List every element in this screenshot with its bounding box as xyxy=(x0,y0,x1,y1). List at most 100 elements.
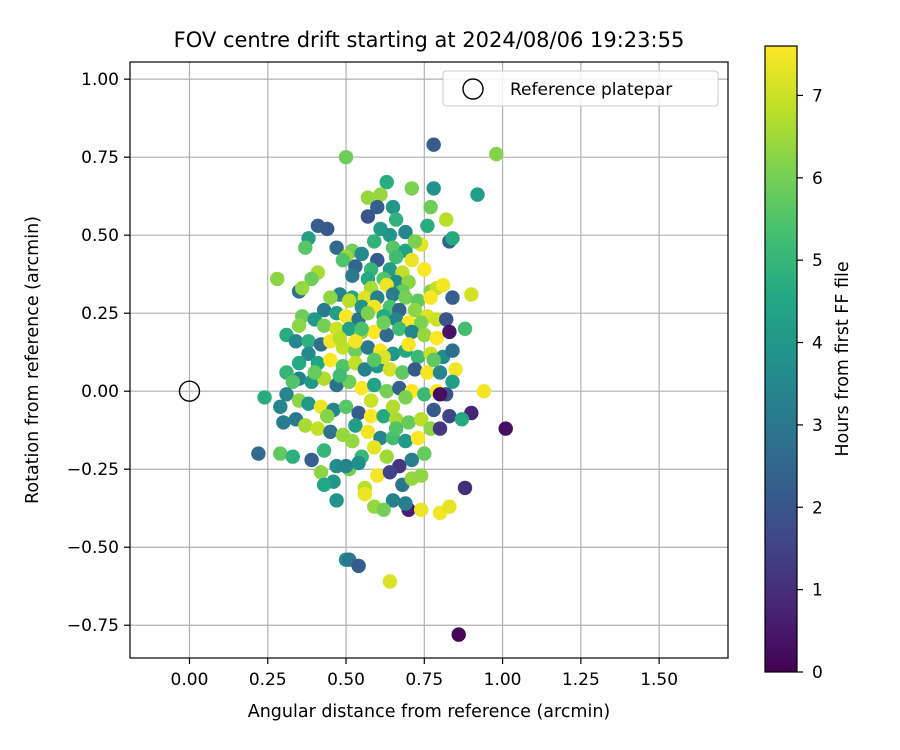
x-tick-label: 0.75 xyxy=(405,670,443,690)
x-tick-label: 1.50 xyxy=(640,670,678,690)
colorbar-label: Hours from first FF file xyxy=(833,261,853,456)
data-point xyxy=(414,502,429,517)
data-point xyxy=(442,324,457,340)
data-point xyxy=(298,240,313,255)
data-point xyxy=(401,337,416,352)
data-point xyxy=(423,290,438,305)
x-tick-label: 1.25 xyxy=(562,670,600,690)
data-point xyxy=(410,349,426,365)
data-point xyxy=(316,302,332,318)
data-point xyxy=(420,365,435,380)
data-point xyxy=(276,415,291,430)
x-tick-label: 0.00 xyxy=(171,670,209,690)
y-axis: −0.75 −0.50 −0.25 0.00 0.25 0.50 0.75 1.00 xyxy=(67,70,130,636)
data-point xyxy=(448,362,463,377)
data-point xyxy=(257,390,272,405)
y-tick-label: −0.25 xyxy=(67,460,119,480)
data-point xyxy=(385,287,401,302)
data-point xyxy=(323,290,338,305)
data-point xyxy=(398,290,413,305)
data-point xyxy=(451,627,466,642)
data-point xyxy=(417,387,432,402)
grid-lines xyxy=(130,62,728,658)
data-point xyxy=(407,302,423,318)
data-point xyxy=(367,377,382,393)
data-point xyxy=(442,409,457,424)
data-point xyxy=(388,421,404,436)
data-point xyxy=(295,281,310,296)
y-tick-label: 0.50 xyxy=(81,226,119,246)
data-point xyxy=(426,181,441,196)
data-point xyxy=(429,331,444,346)
data-point xyxy=(354,321,369,336)
data-point xyxy=(367,234,382,249)
colorbar-tick-label: 7 xyxy=(812,86,823,106)
data-point xyxy=(301,396,316,411)
reference-marker-group xyxy=(178,380,201,402)
data-point xyxy=(385,493,401,508)
data-point xyxy=(357,487,372,502)
data-point xyxy=(470,187,485,202)
data-point xyxy=(432,421,448,436)
data-point xyxy=(301,334,316,349)
data-point xyxy=(439,212,454,227)
data-point xyxy=(457,480,473,496)
data-point xyxy=(445,343,460,358)
data-point xyxy=(426,352,441,368)
data-point xyxy=(345,268,360,283)
data-point xyxy=(498,421,513,436)
data-point xyxy=(414,412,429,427)
y-tick-label: −0.50 xyxy=(67,538,119,558)
data-point xyxy=(373,187,388,202)
y-tick-label: 0.00 xyxy=(81,382,119,402)
data-point xyxy=(385,199,401,215)
data-point xyxy=(363,393,379,408)
data-point xyxy=(338,458,354,474)
data-point xyxy=(367,324,382,340)
y-axis-title: Rotation from reference (arcmin) xyxy=(23,216,43,504)
data-point xyxy=(329,493,344,508)
data-point xyxy=(360,306,376,321)
colorbar-tick-label: 3 xyxy=(812,416,823,436)
data-point xyxy=(291,355,307,371)
data-point xyxy=(360,190,376,205)
data-point xyxy=(323,424,338,439)
data-point xyxy=(367,440,382,455)
data-point xyxy=(348,418,363,433)
data-point xyxy=(489,146,504,162)
data-point xyxy=(404,452,419,468)
data-point xyxy=(332,331,347,346)
data-point xyxy=(354,380,369,396)
data-point xyxy=(457,321,473,336)
data-point xyxy=(398,390,413,405)
data-point xyxy=(313,465,329,480)
data-point xyxy=(332,368,347,383)
data-point xyxy=(454,412,470,427)
colorbar: 0 1 2 3 4 5 6 7 Hours from first FF file xyxy=(764,45,853,683)
data-point xyxy=(426,137,441,152)
y-tick-label: 0.25 xyxy=(81,304,119,324)
data-point xyxy=(329,240,344,255)
data-point xyxy=(407,362,423,377)
colorbar-tick-label: 4 xyxy=(812,334,823,354)
data-point xyxy=(360,209,376,224)
data-point xyxy=(285,374,300,389)
data-point xyxy=(435,277,451,293)
data-point xyxy=(304,452,319,468)
data-point xyxy=(323,352,338,368)
data-point xyxy=(363,409,379,424)
data-point xyxy=(426,402,441,418)
data-point xyxy=(320,409,335,424)
data-point xyxy=(273,399,288,414)
data-point xyxy=(404,324,419,340)
data-point xyxy=(382,465,398,480)
data-point xyxy=(279,387,294,402)
data-point xyxy=(304,271,319,287)
colorbar-tick-label: 1 xyxy=(812,581,823,601)
reference-point-marker xyxy=(178,380,201,402)
x-axis: 0.00 0.25 0.50 0.75 1.00 1.25 1.50 xyxy=(171,658,678,690)
data-point xyxy=(445,374,460,389)
legend-box xyxy=(442,70,719,107)
data-point xyxy=(370,468,385,483)
legend: Reference platepar xyxy=(442,70,719,107)
